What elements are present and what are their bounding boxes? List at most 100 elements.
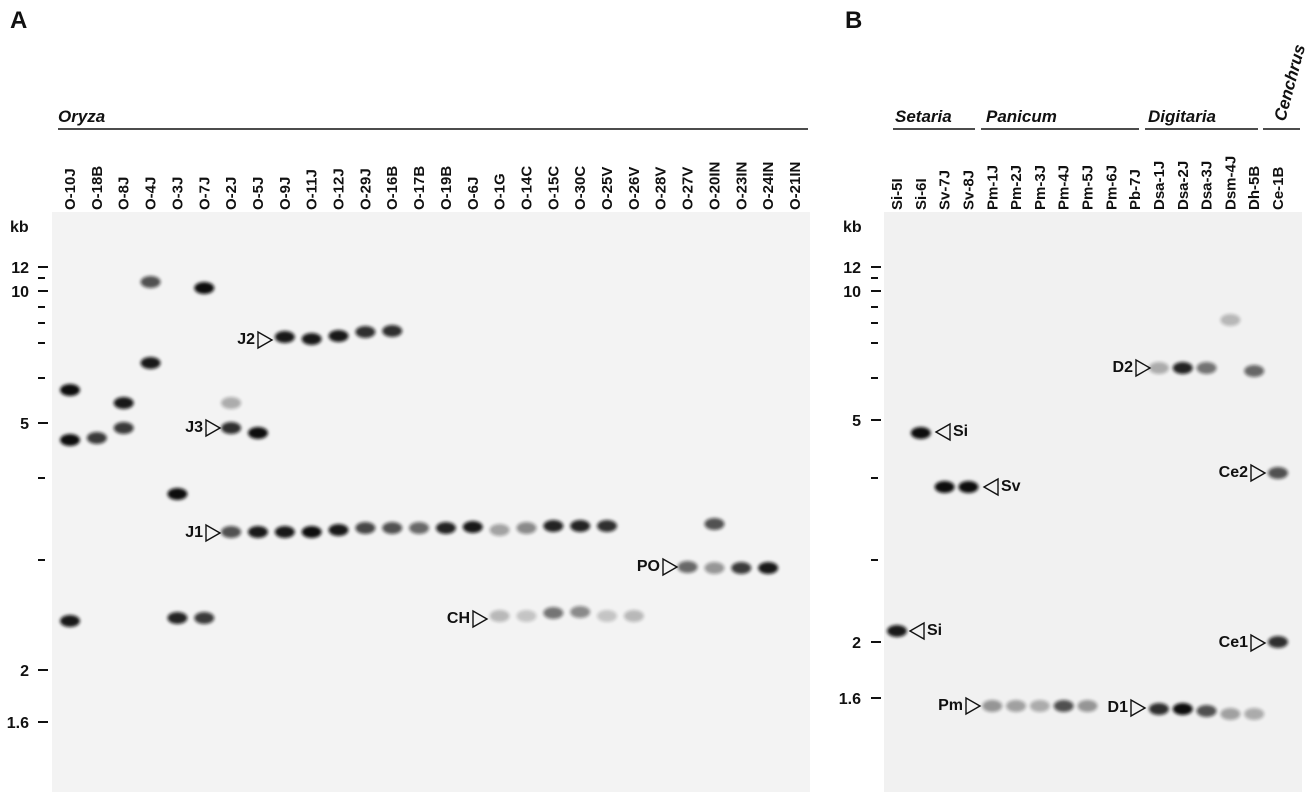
lane-label: Pb-7J	[1127, 169, 1144, 210]
lane-label: O-15C	[545, 166, 562, 210]
band	[704, 518, 725, 530]
band-annotation: J2	[237, 331, 255, 348]
band	[355, 522, 376, 534]
lane-label: O-11J	[304, 169, 321, 210]
arrowhead	[965, 696, 982, 716]
lane-label: O-16B	[384, 166, 401, 210]
marker-label: 5	[20, 416, 29, 433]
panel-label: B	[845, 7, 862, 34]
marker-label: 12	[843, 260, 861, 277]
lane-label: O-30C	[572, 166, 589, 210]
arrowhead	[1130, 698, 1147, 718]
band-annotation: Pm	[938, 697, 963, 714]
band	[1220, 708, 1241, 720]
band-annotation: Ce2	[1219, 464, 1248, 481]
band	[570, 606, 591, 618]
arrowhead	[205, 418, 222, 438]
band	[382, 325, 403, 337]
lane-label: O-28V	[653, 167, 670, 210]
band-annotation: D2	[1113, 359, 1134, 376]
band	[1077, 700, 1098, 712]
lane-label: O-29J	[357, 168, 374, 210]
marker-label: 1.6	[7, 715, 29, 732]
band	[597, 610, 618, 622]
lane-label: Dsa-1J	[1151, 161, 1168, 210]
band	[221, 422, 242, 434]
lane-label: O-6J	[465, 177, 482, 210]
band	[1148, 362, 1169, 374]
band	[1196, 362, 1217, 374]
band	[140, 357, 161, 369]
lane-label: O-5J	[250, 177, 267, 210]
lane-label: Pm-3J	[1032, 165, 1049, 210]
band	[60, 384, 80, 396]
band	[516, 522, 537, 534]
band	[247, 526, 268, 538]
band	[221, 526, 242, 538]
lane-label: Sv-7J	[937, 170, 954, 210]
lane-label: O-3J	[169, 177, 186, 210]
marker-label: 10	[11, 284, 29, 301]
lane-label: Pm-4J	[1056, 165, 1073, 210]
lane-label: Si-6I	[913, 178, 930, 210]
lane-label: O-14C	[518, 166, 535, 210]
band	[677, 561, 698, 573]
band	[328, 524, 349, 536]
band	[60, 434, 80, 446]
band	[1244, 365, 1265, 377]
band-annotation: Si	[953, 423, 968, 440]
band	[167, 612, 188, 624]
band	[301, 333, 322, 345]
band-annotation: Sv	[1001, 478, 1021, 495]
lane-label: O-10J	[62, 168, 79, 210]
band-annotation: Ce1	[1219, 634, 1248, 651]
band	[982, 700, 1003, 712]
band	[543, 520, 564, 532]
lane-label: O-23IN	[733, 162, 750, 210]
panel-label: A	[10, 7, 27, 34]
band	[731, 562, 752, 574]
band	[274, 331, 295, 343]
group-label: Oryza	[58, 107, 105, 126]
band	[1148, 703, 1169, 715]
band-annotation: D1	[1108, 699, 1129, 716]
band	[887, 625, 907, 637]
band	[543, 607, 564, 619]
band	[462, 521, 483, 533]
arrowhead	[472, 609, 489, 629]
arrowhead	[934, 422, 951, 442]
lane-label: Pm-6J	[1103, 165, 1120, 210]
band	[86, 432, 107, 444]
lane-label: O-7J	[196, 177, 213, 210]
marker-label: 2	[852, 635, 861, 652]
arrowhead	[982, 477, 999, 497]
band	[409, 522, 430, 534]
band	[355, 326, 376, 338]
arrowhead	[1250, 633, 1267, 653]
lane-label: O-24IN	[760, 162, 777, 210]
band	[1196, 705, 1217, 717]
lane-label: Pm-1J	[984, 165, 1001, 210]
band	[382, 522, 403, 534]
band	[328, 330, 349, 342]
arrowhead	[662, 557, 679, 577]
band	[1244, 708, 1265, 720]
lane-label: O-19B	[438, 166, 455, 210]
arrowhead	[908, 621, 925, 641]
band	[489, 610, 510, 622]
band-annotation: Si	[927, 622, 942, 639]
band-annotation: CH	[447, 610, 470, 627]
band	[623, 610, 644, 622]
band	[60, 615, 80, 627]
lane-label: O-12J	[331, 168, 348, 210]
band	[194, 282, 215, 294]
lane-label: Dsm-4J	[1222, 156, 1239, 210]
band	[1220, 314, 1241, 326]
lane-label: Dh-5B	[1246, 166, 1263, 210]
lane-label: O-27V	[680, 167, 697, 210]
marker-label: 12	[11, 260, 29, 277]
band	[1006, 700, 1027, 712]
arrowhead	[257, 330, 274, 350]
lane-label: O-17B	[411, 166, 428, 210]
